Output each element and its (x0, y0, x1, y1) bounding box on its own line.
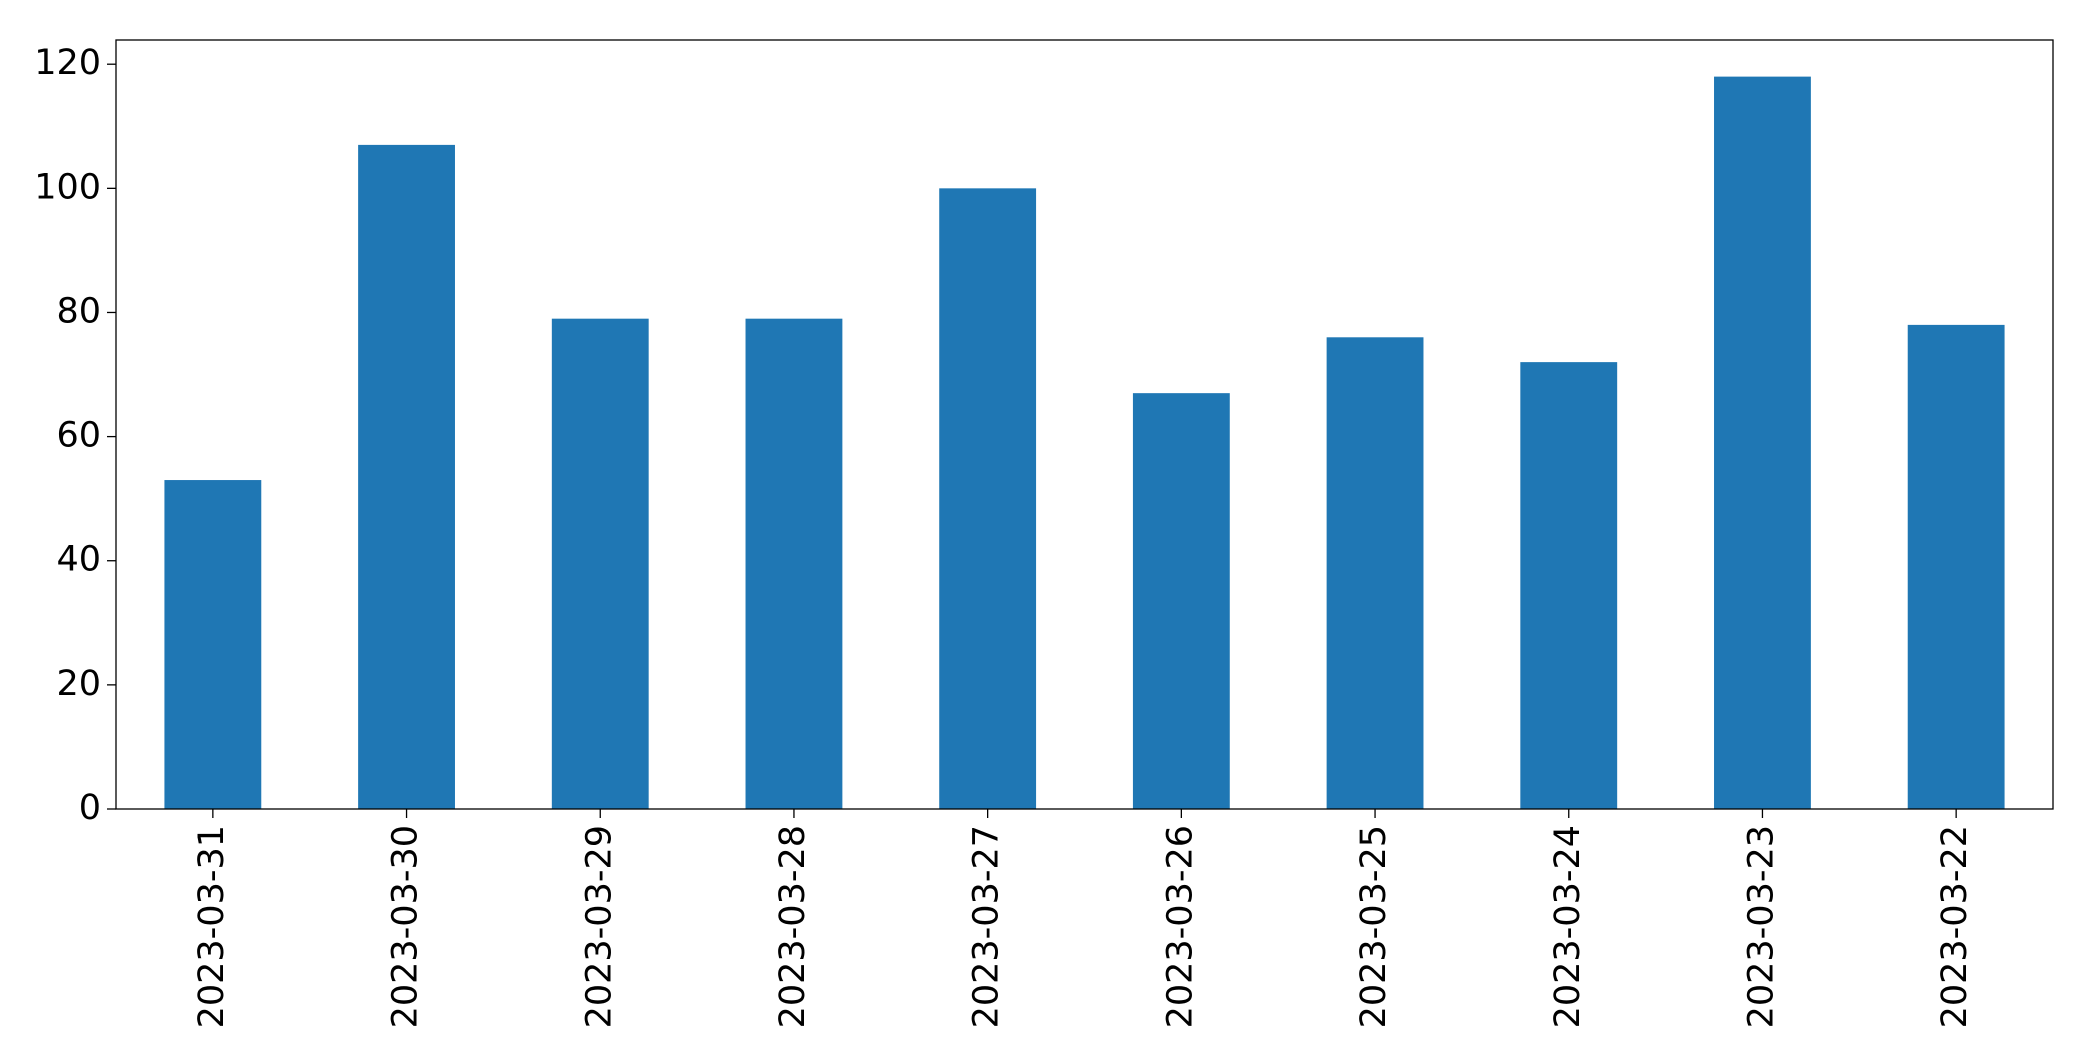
bar (745, 318, 843, 809)
bar (939, 188, 1037, 809)
x-tick-label: 2023-03-30 (386, 825, 426, 1028)
x-tick-label: 2023-03-26 (1160, 825, 1200, 1028)
y-tick-label: 100 (34, 167, 101, 207)
x-tick-label: 2023-03-22 (1935, 825, 1975, 1028)
bar (1326, 337, 1424, 809)
bar (551, 318, 649, 809)
x-tick-label: 2023-03-28 (773, 825, 813, 1028)
bar (358, 144, 455, 809)
x-tick-label: 2023-03-29 (579, 825, 619, 1028)
bar (1132, 393, 1230, 809)
bar (1520, 362, 1618, 809)
y-tick-label: 80 (56, 291, 101, 331)
y-tick-label: 20 (56, 664, 101, 704)
y-tick-label: 120 (34, 43, 101, 83)
x-tick-label: 2023-03-27 (967, 825, 1007, 1028)
plot-frame (115, 39, 2054, 810)
x-tick-label: 2023-03-24 (1548, 825, 1588, 1028)
y-tick-label: 40 (56, 540, 101, 580)
x-tick-label: 2023-03-25 (1354, 825, 1394, 1028)
bar (1907, 324, 2005, 809)
y-tick-label: 0 (79, 788, 101, 828)
bar (1714, 76, 1811, 810)
bar (164, 480, 262, 809)
y-tick-label: 60 (56, 416, 101, 456)
x-tick-label: 2023-03-23 (1741, 825, 1781, 1028)
x-tick-label: 2023-03-31 (192, 825, 232, 1028)
